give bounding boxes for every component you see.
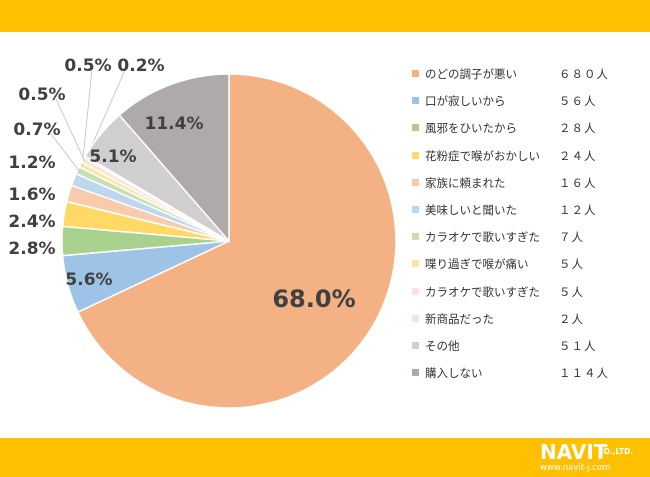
legend-item: カラオケで歌いすぎた ７人	[412, 227, 642, 254]
slice-label: 5.1%	[89, 147, 136, 167]
slice-label: 0.5%	[64, 56, 111, 76]
legend-item: その他 ５１人	[412, 336, 642, 363]
legend-item: 購入しない １１４人	[412, 363, 642, 390]
legend-swatch	[412, 287, 419, 295]
pie-slice	[118, 73, 230, 244]
legend-label: 購入しない	[425, 366, 483, 381]
legend-label: のどの調子が悪い	[425, 67, 517, 81]
legend-count: １２人	[559, 202, 597, 217]
legend-count: １６人	[559, 175, 597, 190]
logo-name: NAVIT	[540, 440, 608, 464]
legend-item: 家族に頼まれた １６人	[412, 173, 642, 200]
slice-label: 11.4%	[145, 114, 204, 134]
legend: のどの調子が悪い ６８０人口が寂しいから ５６人風邪をひいたから ２８人花粉症で喉がお…	[412, 64, 642, 390]
legend-count: ５人	[559, 257, 584, 272]
legend-label: その他	[425, 338, 460, 353]
slice-label: 5.6%	[65, 270, 112, 290]
slice-label: 0.5%	[18, 85, 65, 105]
legend-label: カラオケで歌いすぎた	[425, 230, 540, 245]
legend-label: 花粉症で喉がおかしい	[425, 148, 540, 163]
legend-swatch	[412, 314, 419, 322]
slice-label: 2.4%	[8, 212, 55, 232]
legend-count: ６８０人	[559, 67, 609, 81]
legend-count: ５人	[559, 284, 584, 299]
leader-line	[81, 69, 93, 166]
legend-count: ５６人	[559, 94, 597, 109]
legend-count: ５１人	[559, 338, 597, 353]
legend-swatch	[412, 205, 419, 213]
legend-item: 新商品だった ２人	[412, 309, 642, 336]
pie-chart: 68.0% 5.6% 2.8% 2.4% 1.6% 1.2% 0.7% 0.5% 0.5% 0.2…	[8, 56, 397, 409]
legend-label: 新商品だった	[425, 311, 494, 326]
slice-label: 68.0%	[272, 285, 355, 313]
legend-swatch	[412, 369, 419, 377]
leader-line	[55, 98, 86, 162]
legend-item: のどの調子が悪い ６８０人	[412, 64, 642, 91]
legend-swatch	[412, 97, 419, 105]
legend-label: 家族に頼まれた	[425, 175, 506, 190]
logo-url: www.navit-j.com	[540, 463, 611, 473]
legend-swatch	[412, 260, 419, 268]
legend-label: 口が寂しいから	[425, 94, 506, 109]
company-logo: NAVIT CO.,LTD. www.navit-j.com	[540, 441, 645, 475]
legend-swatch	[412, 178, 419, 186]
pie-slice	[76, 73, 397, 409]
legend-item: 美味しいと聞いた １２人	[412, 200, 642, 227]
legend-item: 口が寂しいから ５６人	[412, 91, 642, 118]
legend-count: ２４人	[559, 148, 597, 163]
slice-label: 2.8%	[8, 239, 55, 259]
slice-label: 1.6%	[8, 185, 55, 205]
legend-item: 風邪をひいたから ２８人	[412, 118, 642, 145]
legend-count: ２８人	[559, 121, 597, 136]
bottom-yellow-band	[0, 438, 650, 477]
leader-line	[50, 133, 80, 172]
legend-swatch	[412, 341, 419, 349]
legend-swatch	[412, 233, 419, 241]
slice-label: 0.2%	[117, 56, 164, 76]
slice-label: 0.7%	[13, 120, 60, 140]
legend-swatch	[412, 124, 419, 132]
slice-label: 1.2%	[8, 153, 55, 173]
top-yellow-band	[0, 0, 650, 32]
legend-label: 喋り過ぎで喉が痛い	[425, 257, 529, 272]
legend-count: １１４人	[559, 366, 609, 381]
legend-swatch	[412, 151, 419, 159]
legend-swatch	[412, 70, 419, 77]
legend-count: ２人	[559, 311, 584, 326]
logo-company: CO.,LTD.	[598, 447, 634, 456]
legend-label: 美味しいと聞いた	[425, 202, 517, 217]
legend-item: 喋り過ぎで喉が痛い ５人	[412, 254, 642, 281]
legend-item: 花粉症で喉がおかしい ２４人	[412, 146, 642, 173]
legend-label: 風邪をひいたから	[425, 121, 517, 136]
legend-count: ７人	[559, 230, 584, 245]
legend-label: カラオケで歌いすぎた	[425, 284, 540, 299]
legend-item: カラオケで歌いすぎた ５人	[412, 282, 642, 309]
